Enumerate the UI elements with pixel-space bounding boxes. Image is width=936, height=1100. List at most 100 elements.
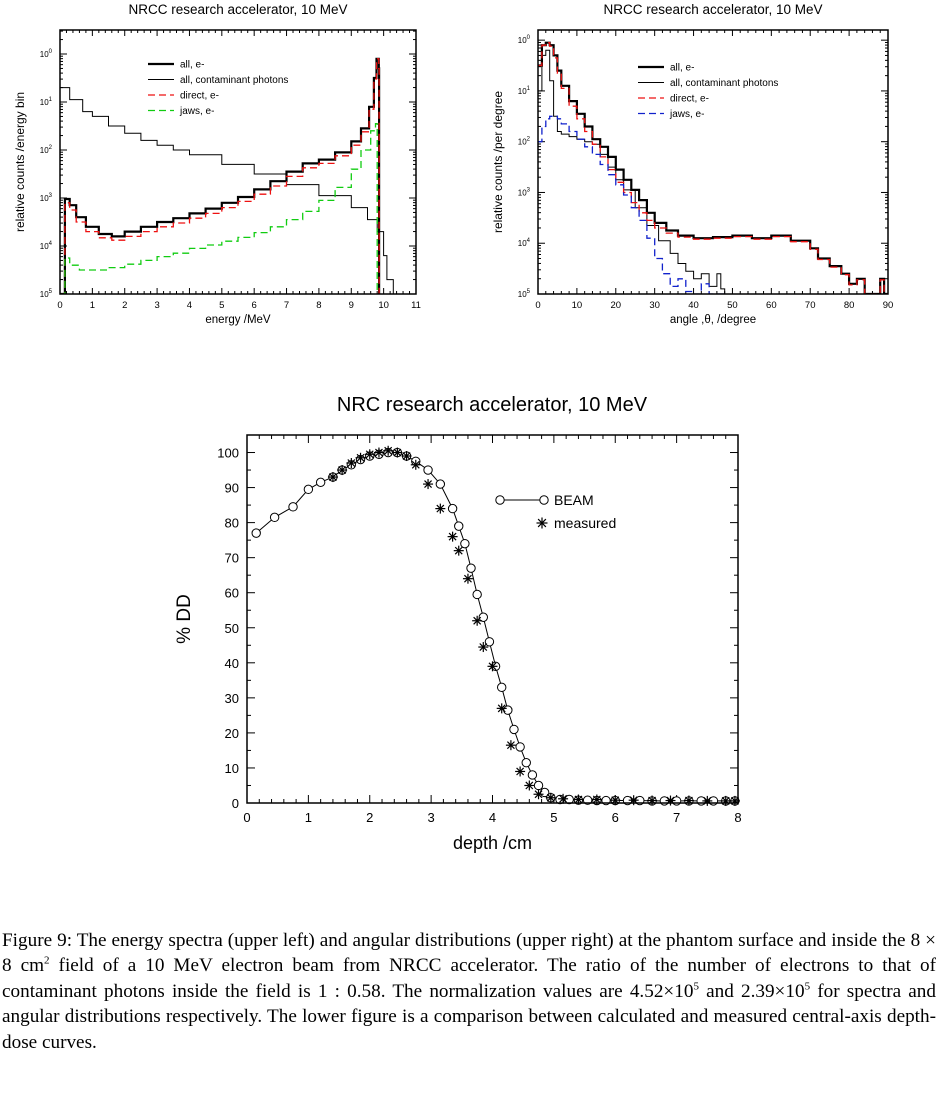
- plot-area: [538, 41, 888, 294]
- measured-point: [647, 795, 658, 806]
- measured-point: [373, 447, 384, 458]
- measured-point: [364, 449, 375, 460]
- y-tick-label: 100: [40, 49, 53, 59]
- legend-label-1: all, contaminant photons: [670, 78, 778, 89]
- x-tick-label: 0: [535, 300, 540, 311]
- measured-point: [665, 795, 676, 806]
- depth-dose-chart: NRC research accelerator, 10 MeV 0 1 2 3 4 5 6 7…: [160, 385, 760, 860]
- chart-title: NRC research accelerator, 10 MeV: [337, 394, 648, 416]
- legend-label-2: direct, e-: [180, 91, 219, 102]
- beam-point: [435, 479, 446, 489]
- y-tick-label: 50: [225, 621, 239, 636]
- caption-sup-1: 2: [44, 955, 50, 968]
- y-tick-label: 0: [232, 796, 239, 811]
- y-tick-label: 90: [225, 481, 239, 496]
- y-tick-label: 101: [40, 97, 53, 107]
- measured-point: [573, 794, 584, 805]
- measured-point: [410, 459, 421, 470]
- series-line-3: [538, 115, 725, 294]
- x-tick-label: 5: [219, 300, 224, 311]
- measured-point: [558, 793, 569, 804]
- y-tick-label: 40: [225, 656, 239, 671]
- series-line-0: [60, 57, 381, 294]
- x-tick-label: 20: [610, 300, 621, 311]
- x-tick-label: 3: [154, 300, 159, 311]
- beam-point: [466, 563, 476, 573]
- beam-point: [509, 724, 519, 735]
- legend-label-3: jaws, e-: [669, 109, 704, 120]
- measured-point: [515, 766, 526, 777]
- legend-label-measured: measured: [554, 515, 616, 531]
- x-tick-label: 8: [734, 810, 741, 825]
- measured-point: [447, 531, 458, 542]
- y-tick-label: 20: [225, 726, 239, 741]
- x-tick-label: 5: [550, 810, 557, 825]
- measured-point: [720, 795, 731, 806]
- y-tick-label: 100: [518, 35, 531, 45]
- legend-label-2: direct, e-: [670, 94, 709, 105]
- series-line-2: [538, 42, 888, 294]
- x-tick-label: 1: [305, 810, 312, 825]
- measured-point: [533, 789, 544, 800]
- measured-point: [423, 479, 434, 490]
- x-tick-label: 7: [673, 810, 680, 825]
- x-tick-label: 40: [688, 300, 699, 311]
- energy-spectrum-chart: NRCC research accelerator, 10 MeV 0 1 2 3 4 5 6…: [0, 0, 430, 345]
- caption-sup-3: 5: [804, 980, 811, 993]
- beam-point: [447, 503, 458, 514]
- y-tick-label: 102: [40, 145, 53, 155]
- angular-distribution-svg: NRCC research accelerator, 10 MeV 0 10 20 30…: [491, 2, 893, 326]
- x-tick-label: 60: [766, 300, 777, 311]
- measured-point: [478, 642, 489, 653]
- measured-point: [383, 445, 394, 456]
- measured-point: [355, 452, 366, 463]
- x-tick-label: 50: [727, 300, 738, 311]
- measured-point: [496, 703, 507, 714]
- beam-point: [484, 637, 495, 647]
- beam-point: [423, 465, 433, 475]
- beam-point: [303, 484, 314, 495]
- y-tick-label: 101: [518, 86, 531, 96]
- measured-point: [462, 573, 473, 584]
- x-axis-label: energy /MeV: [205, 314, 271, 326]
- y-tick-label: 105: [518, 289, 531, 299]
- x-tick-label: 6: [252, 300, 257, 311]
- x-tick-label: 7: [284, 300, 289, 311]
- x-tick-label: 6: [612, 810, 619, 825]
- legend-label-beam: BEAM: [554, 492, 594, 508]
- beam-point: [533, 780, 544, 791]
- x-tick-label: 4: [489, 810, 496, 825]
- caption-part-3: and 2.39×10: [698, 980, 805, 1002]
- legend-label-3: jaws, e-: [179, 106, 214, 117]
- measured-point: [327, 472, 338, 483]
- x-tick-label: 30: [649, 300, 660, 311]
- legend-label-1: all, contaminant photons: [180, 75, 288, 86]
- plot-frame: [246, 434, 739, 804]
- x-tick-label: 70: [805, 300, 816, 311]
- energy-spectrum-svg: NRCC research accelerator, 10 MeV 0 1 2 3 4 5 6…: [13, 2, 421, 326]
- beam-point: [521, 757, 531, 768]
- plot-frame: [59, 29, 417, 295]
- beam-point: [527, 770, 538, 780]
- measured-point: [337, 465, 348, 476]
- y-tick-label: 105: [40, 289, 53, 299]
- y-tick-label: 70: [225, 551, 239, 566]
- x-tick-label: 10: [378, 300, 389, 311]
- measured-point: [524, 780, 535, 791]
- beam-point: [497, 682, 507, 693]
- x-axis-label: angle ,θ, /degree: [670, 314, 756, 326]
- x-tick-label: 2: [366, 810, 373, 825]
- caption-sup-2: 5: [693, 980, 699, 993]
- measured-point: [702, 795, 713, 806]
- x-tick-label: 1: [90, 300, 95, 311]
- measured-point: [545, 792, 556, 803]
- x-tick-label: 0: [57, 300, 62, 311]
- beam-point: [269, 512, 280, 523]
- measured-point: [472, 615, 483, 626]
- plot-area: [60, 57, 394, 294]
- measured-point: [591, 794, 602, 805]
- measured-point: [401, 451, 412, 462]
- x-tick-label: 9: [349, 300, 354, 311]
- series-line-2: [60, 58, 380, 294]
- x-axis-label: depth /cm: [453, 833, 532, 853]
